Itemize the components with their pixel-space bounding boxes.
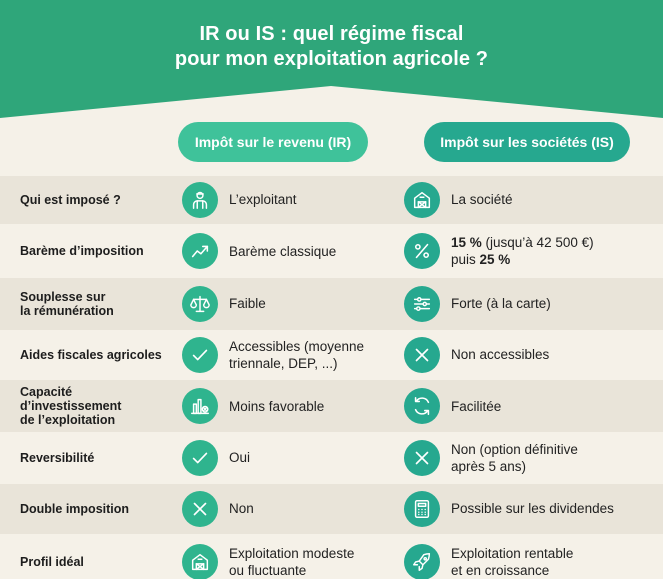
is-value: Exploitation rentable et en croissance (451, 545, 651, 579)
check-icon (182, 337, 218, 373)
calculator-icon (404, 491, 440, 527)
header-banner (0, 0, 663, 118)
row-label-line-3: de l’exploitation (20, 413, 116, 427)
row-label: Capacité d’investissement de l’exploitatio… (20, 380, 170, 432)
is-rate-1: 15 % (451, 235, 482, 250)
is-value: Non (option définitive après 5 ans) (451, 441, 651, 475)
ir-text-line-1: Accessibles (moyenne (229, 339, 365, 354)
row-label-line-1: Capacité (20, 385, 73, 399)
column-header-is: Impôt sur les sociétés (IS) (424, 122, 630, 162)
row-label: Double imposition (20, 502, 130, 516)
scales-icon (182, 286, 218, 322)
percent-icon (404, 233, 440, 269)
farmer-icon (182, 182, 218, 218)
table-row: Double imposition Non Possible sur les d… (0, 484, 663, 534)
row-label-line-1: Souplesse sur (20, 290, 106, 304)
cross-icon (404, 440, 440, 476)
is-text-line-1: Exploitation rentable (451, 546, 574, 561)
barn-icon (404, 182, 440, 218)
row-label-line-2: d’investissement (20, 399, 122, 413)
ir-value: Exploitation modeste ou fluctuante (229, 545, 394, 579)
table-row: Capacité d’investissement de l’exploitatio… (0, 380, 663, 432)
cross-icon (182, 491, 218, 527)
is-rate-2: 25 % (479, 252, 511, 267)
is-value: Possible sur les dividendes (451, 501, 614, 516)
is-text-1: (jusqu’à 42 500 €) (481, 235, 594, 250)
bar-chart-cross-icon (182, 388, 218, 424)
is-text-line-1: Non (option définitive (451, 442, 578, 457)
ir-text-line-1: Exploitation modeste (229, 546, 355, 561)
rocket-icon (404, 544, 440, 579)
row-label: Souplesse sur la rémunération (20, 278, 170, 330)
table-row: Profil idéal Exploitation modeste ou flu… (0, 534, 663, 579)
column-header-ir: Impôt sur le revenu (IR) (178, 122, 368, 162)
refresh-icon (404, 388, 440, 424)
is-value: Facilitée (451, 399, 502, 414)
cross-icon (404, 337, 440, 373)
table-row: Barème d’imposition Barème classique 15 … (0, 224, 663, 278)
table-row: Reversibilité Oui Non (option définitive… (0, 432, 663, 484)
ir-value: Moins favorable (229, 399, 325, 414)
row-label: Qui est imposé ? (20, 193, 121, 207)
sliders-icon (404, 286, 440, 322)
ir-value: Accessibles (moyenne triennale, DEP, ...… (229, 338, 394, 372)
title-line-1: IR ou IS : quel régime fiscal (199, 23, 464, 45)
row-label: Barème d’imposition (20, 244, 144, 258)
barn-icon (182, 544, 218, 579)
page-title: IR ou IS : quel régime fiscal pour mon e… (0, 22, 663, 72)
ir-text-line-2: triennale, DEP, ...) (229, 356, 338, 371)
table-row: Souplesse sur la rémunération Faible Fort… (0, 278, 663, 330)
ir-text-line-2: ou fluctuante (229, 563, 307, 578)
is-value: 15 % (jusqu’à 42 500 €) puis 25 % (451, 234, 651, 268)
ir-value: Non (229, 501, 254, 516)
is-text-2: puis (451, 252, 480, 267)
is-value: Forte (à la carte) (451, 296, 551, 311)
ir-value: Faible (229, 296, 266, 311)
row-label: Aides fiscales agricoles (20, 348, 162, 362)
is-text-line-2: après 5 ans) (451, 459, 527, 474)
row-label-line-2: la rémunération (20, 304, 114, 318)
ir-value: Barème classique (229, 244, 337, 259)
is-value: La société (451, 192, 513, 207)
ir-value: Oui (229, 450, 251, 465)
trend-chart-icon (182, 233, 218, 269)
title-line-2: pour mon exploitation agricole ? (174, 48, 489, 70)
table-row: Qui est imposé ? L’exploitant La société (0, 176, 663, 224)
row-label: Profil idéal (20, 555, 84, 569)
is-text-line-2: et en croissance (451, 563, 550, 578)
table-row: Aides fiscales agricoles Accessibles (mo… (0, 330, 663, 380)
row-label: Reversibilité (20, 451, 95, 465)
is-value: Non accessibles (451, 347, 550, 362)
ir-value: L’exploitant (229, 192, 297, 207)
check-icon (182, 440, 218, 476)
